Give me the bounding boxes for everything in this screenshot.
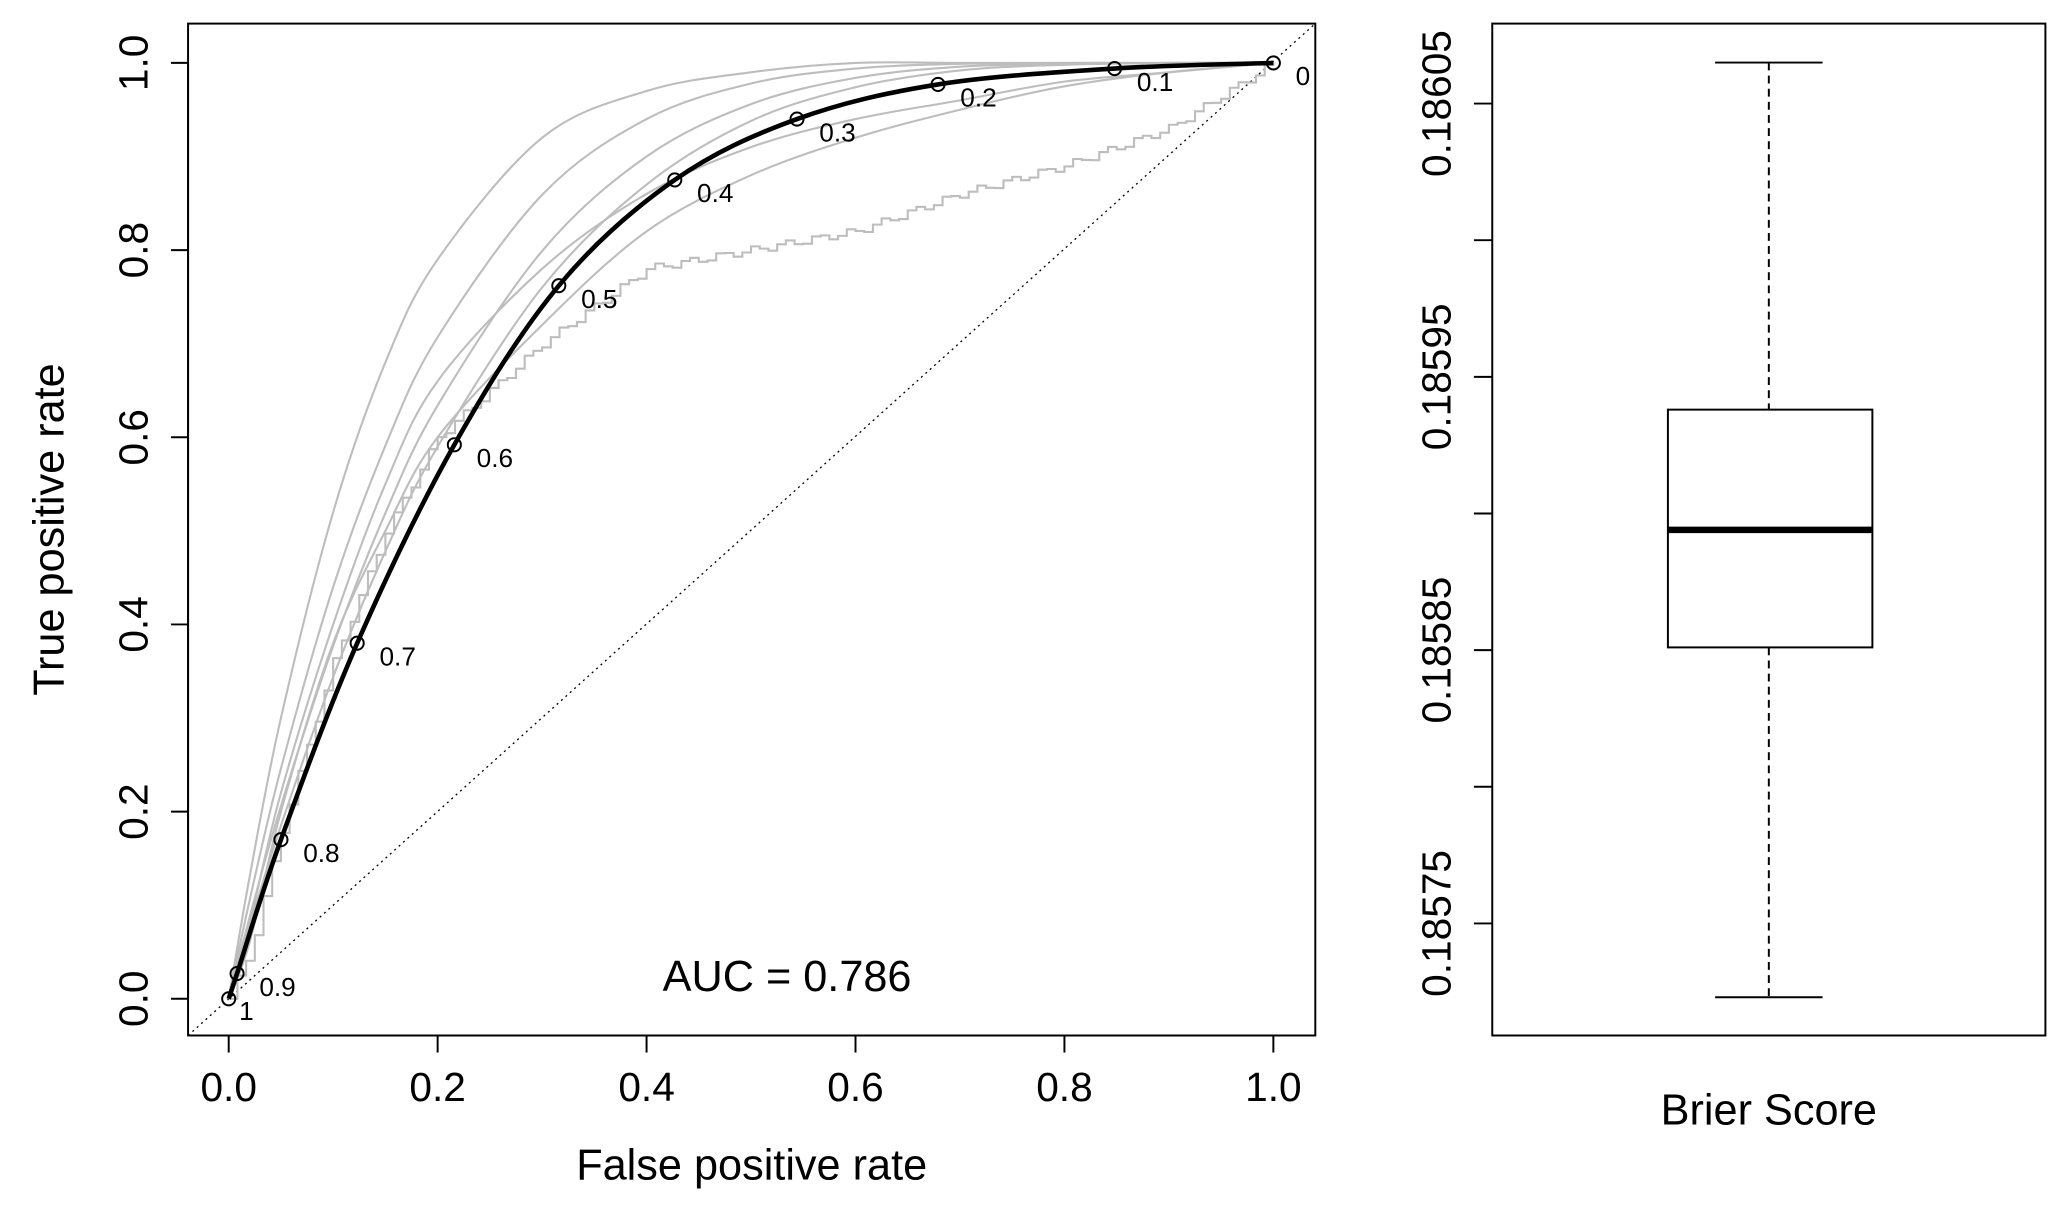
mean-roc-line xyxy=(226,60,1274,1000)
threshold-label: 0.8 xyxy=(303,838,339,868)
fold-roc-curve xyxy=(227,61,1274,1000)
x-tick-label: 0.8 xyxy=(1036,1064,1092,1110)
brier-boxplot-panel: 0.18575 0.18585 0.18595 0.18605 Brier Score xyxy=(1413,22,2047,1135)
threshold-label: 0.1 xyxy=(1137,67,1173,97)
auc-annotation: AUC = 0.786 xyxy=(663,953,912,1001)
y-tick-label: 0.6 xyxy=(110,409,156,465)
threshold-label: 0.9 xyxy=(259,972,295,1002)
box-y-tick-label: 0.18585 xyxy=(1413,577,1459,724)
x-tick-label: 0.0 xyxy=(200,1064,256,1110)
y-tick-label: 0.8 xyxy=(110,222,156,278)
roc-panel: 10.90.80.70.60.50.40.30.20.1 0 0.0 0.2 0.4 0… xyxy=(26,22,1317,1190)
threshold-point xyxy=(667,172,683,188)
threshold-label: 0.5 xyxy=(581,284,617,314)
diagonal-reference-line xyxy=(187,23,1316,1036)
fold-roc-curve xyxy=(227,61,1274,1000)
threshold-label: 0.7 xyxy=(379,641,415,671)
box-y-axis: 0.18575 0.18585 0.18595 0.18605 xyxy=(1413,30,1493,997)
x-axis-label: False positive rate xyxy=(576,1142,927,1190)
threshold-label: 0.6 xyxy=(477,443,513,473)
threshold-point xyxy=(446,437,462,453)
threshold-point xyxy=(930,76,946,92)
box-x-axis-label: Brier Score xyxy=(1661,1087,1877,1135)
y-tick-label: 0.2 xyxy=(110,783,156,839)
boxplot xyxy=(1666,61,1874,999)
fold-curves xyxy=(227,61,1275,1000)
threshold-point xyxy=(1265,55,1281,71)
y-tick-label: 0.4 xyxy=(110,596,156,652)
threshold-label: 1 xyxy=(239,996,254,1026)
threshold-point xyxy=(789,111,805,127)
fold-roc-curve xyxy=(227,61,1274,1000)
fold-roc-curve xyxy=(227,61,1274,1000)
threshold-label: 0.3 xyxy=(819,117,855,147)
threshold-label: 0.4 xyxy=(697,178,733,208)
threshold-point xyxy=(273,832,289,848)
box-y-tick-label: 0.18595 xyxy=(1413,303,1459,450)
threshold-point xyxy=(551,278,567,294)
x-tick-label: 0.4 xyxy=(618,1064,674,1110)
threshold-point xyxy=(1107,60,1123,77)
box-y-tick-label: 0.18575 xyxy=(1413,850,1459,997)
x-tick-label: 1.0 xyxy=(1245,1064,1301,1110)
box-plot-frame xyxy=(1491,22,2047,1037)
x-tick-label: 0.2 xyxy=(409,1064,465,1110)
mean-roc-curve: 10.9 0.8 0.7 0.6 0.5 0.4 0.3 0.2 0.1 0 xyxy=(221,55,1311,1026)
threshold-point xyxy=(229,965,245,982)
threshold-label: 0.2 xyxy=(960,83,996,113)
y-axis: 0.0 0.2 0.4 0.6 0.8 1.0 xyxy=(110,35,190,1027)
y-tick-label: 1.0 xyxy=(110,35,156,91)
y-tick-label: 0.0 xyxy=(110,971,156,1027)
threshold-point xyxy=(221,991,237,1007)
threshold-label: 0 xyxy=(1296,61,1311,91)
box-y-tick-label: 0.18605 xyxy=(1413,30,1459,177)
threshold-point xyxy=(349,635,365,651)
x-axis: 0.0 0.2 0.4 0.6 0.8 1.0 xyxy=(200,1034,1302,1110)
y-axis-label: True positive rate xyxy=(26,363,74,696)
x-tick-label: 0.6 xyxy=(827,1064,883,1110)
fold-roc-curve xyxy=(228,62,1275,1000)
